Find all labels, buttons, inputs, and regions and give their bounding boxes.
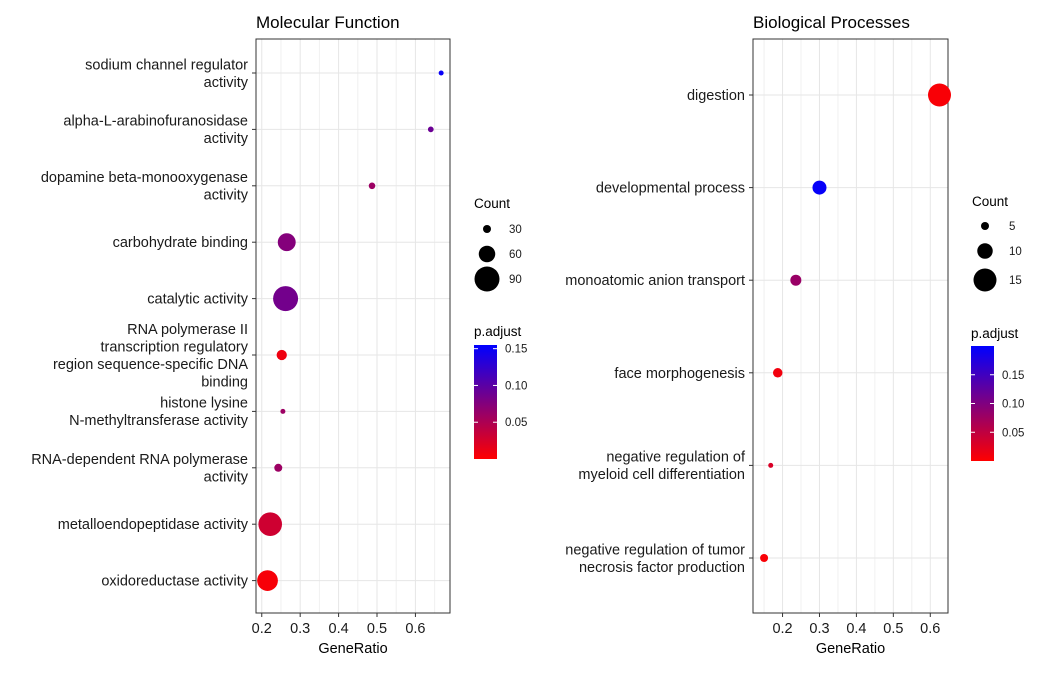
size-legend-dot	[973, 268, 997, 292]
y-tick-label: catalytic activity	[147, 292, 248, 308]
size-legend-label: 30	[509, 224, 522, 236]
color-legend-label: 0.15	[505, 344, 527, 356]
y-tick-label: RNA polymerase II	[127, 322, 248, 338]
color-legend-bar	[971, 346, 994, 461]
size-legend-title: Count	[972, 194, 1008, 209]
y-tick-label: activity	[204, 188, 249, 204]
color-legend-title: p.adjust	[474, 324, 522, 339]
x-tick-label: 0.2	[772, 621, 792, 637]
x-tick-label: 0.2	[252, 621, 272, 637]
y-tick-label: N-methyltransferase activity	[69, 413, 249, 429]
data-point	[274, 463, 283, 472]
data-point	[768, 462, 774, 468]
data-point	[928, 83, 952, 107]
y-tick-label: transcription regulatory	[101, 339, 249, 355]
y-tick-label: alpha-L-arabinofuranosidase	[63, 114, 248, 130]
y-tick-label: dopamine beta-monooxygenase	[41, 170, 248, 186]
y-tick-label: developmental process	[596, 181, 745, 197]
size-legend-dot	[977, 243, 993, 259]
x-tick-label: 0.6	[920, 621, 940, 637]
y-tick-label: activity	[204, 470, 249, 486]
data-point	[772, 368, 783, 378]
color-legend-title: p.adjust	[971, 326, 1019, 341]
x-axis-label: GeneRatio	[816, 641, 885, 657]
panel-title: Biological Processes	[753, 13, 910, 32]
panel-title: Molecular Function	[256, 13, 400, 32]
y-tick-label: oxidoreductase activity	[101, 574, 248, 590]
size-legend-dot	[483, 225, 491, 233]
data-point	[368, 182, 376, 190]
y-tick-label: binding	[201, 374, 248, 390]
color-legend-label: 0.05	[505, 417, 527, 429]
x-tick-label: 0.5	[367, 621, 387, 637]
x-tick-label: 0.3	[809, 621, 829, 637]
x-tick-label: 0.5	[883, 621, 903, 637]
color-legend-label: 0.15	[1002, 370, 1024, 382]
data-point	[258, 512, 283, 536]
y-tick-label: monoatomic anion transport	[565, 273, 745, 289]
size-legend-dot	[478, 245, 496, 263]
size-legend-label: 5	[1009, 221, 1015, 233]
data-point	[427, 126, 434, 133]
size-legend-label: 10	[1009, 246, 1022, 258]
y-tick-label: carbohydrate binding	[113, 235, 248, 251]
x-tick-label: 0.4	[329, 621, 349, 637]
panel-0: Molecular Function sodium channel regulat…	[31, 13, 527, 657]
color-legend-label: 0.10	[505, 380, 527, 392]
y-tick-label: activity	[204, 75, 249, 91]
y-tick-label: negative regulation of tumor	[565, 542, 745, 558]
y-tick-label: face morphogenesis	[614, 366, 745, 382]
size-legend-label: 90	[509, 274, 522, 286]
data-point	[280, 408, 286, 414]
data-point	[273, 286, 299, 312]
size-legend-label: 15	[1009, 275, 1022, 287]
data-point	[760, 554, 769, 562]
y-tick-label: RNA-dependent RNA polymerase	[31, 452, 248, 468]
panel-border	[752, 38, 949, 614]
y-tick-label: necrosis factor production	[579, 560, 745, 576]
x-tick-label: 0.4	[846, 621, 866, 637]
x-tick-label: 0.6	[405, 621, 425, 637]
data-point	[257, 570, 278, 591]
data-point	[812, 180, 827, 195]
size-legend-dot	[474, 266, 500, 292]
data-point	[438, 70, 444, 76]
x-axis-label: GeneRatio	[318, 641, 387, 657]
y-tick-label: region sequence-specific DNA	[53, 357, 248, 373]
y-tick-label: metalloendopeptidase activity	[58, 517, 249, 533]
data-point	[276, 349, 287, 361]
data-point	[790, 274, 802, 286]
panel-1: Biological Processes digestion development…	[565, 13, 1024, 657]
data-point	[277, 233, 296, 252]
color-legend-label: 0.10	[1002, 399, 1024, 411]
y-tick-label: histone lysine	[160, 396, 248, 412]
panel-border	[255, 38, 451, 614]
color-legend-bar	[474, 345, 497, 459]
size-legend-title: Count	[474, 196, 510, 211]
y-tick-label: myeloid cell differentiation	[578, 467, 745, 483]
size-legend-label: 60	[509, 249, 522, 261]
y-tick-label: negative regulation of	[606, 450, 746, 466]
size-legend-dot	[981, 222, 989, 230]
y-tick-label: digestion	[687, 88, 745, 104]
y-tick-label: activity	[204, 131, 249, 147]
x-tick-label: 0.3	[290, 621, 310, 637]
y-tick-label: sodium channel regulator	[85, 57, 248, 73]
color-legend-label: 0.05	[1002, 427, 1024, 439]
